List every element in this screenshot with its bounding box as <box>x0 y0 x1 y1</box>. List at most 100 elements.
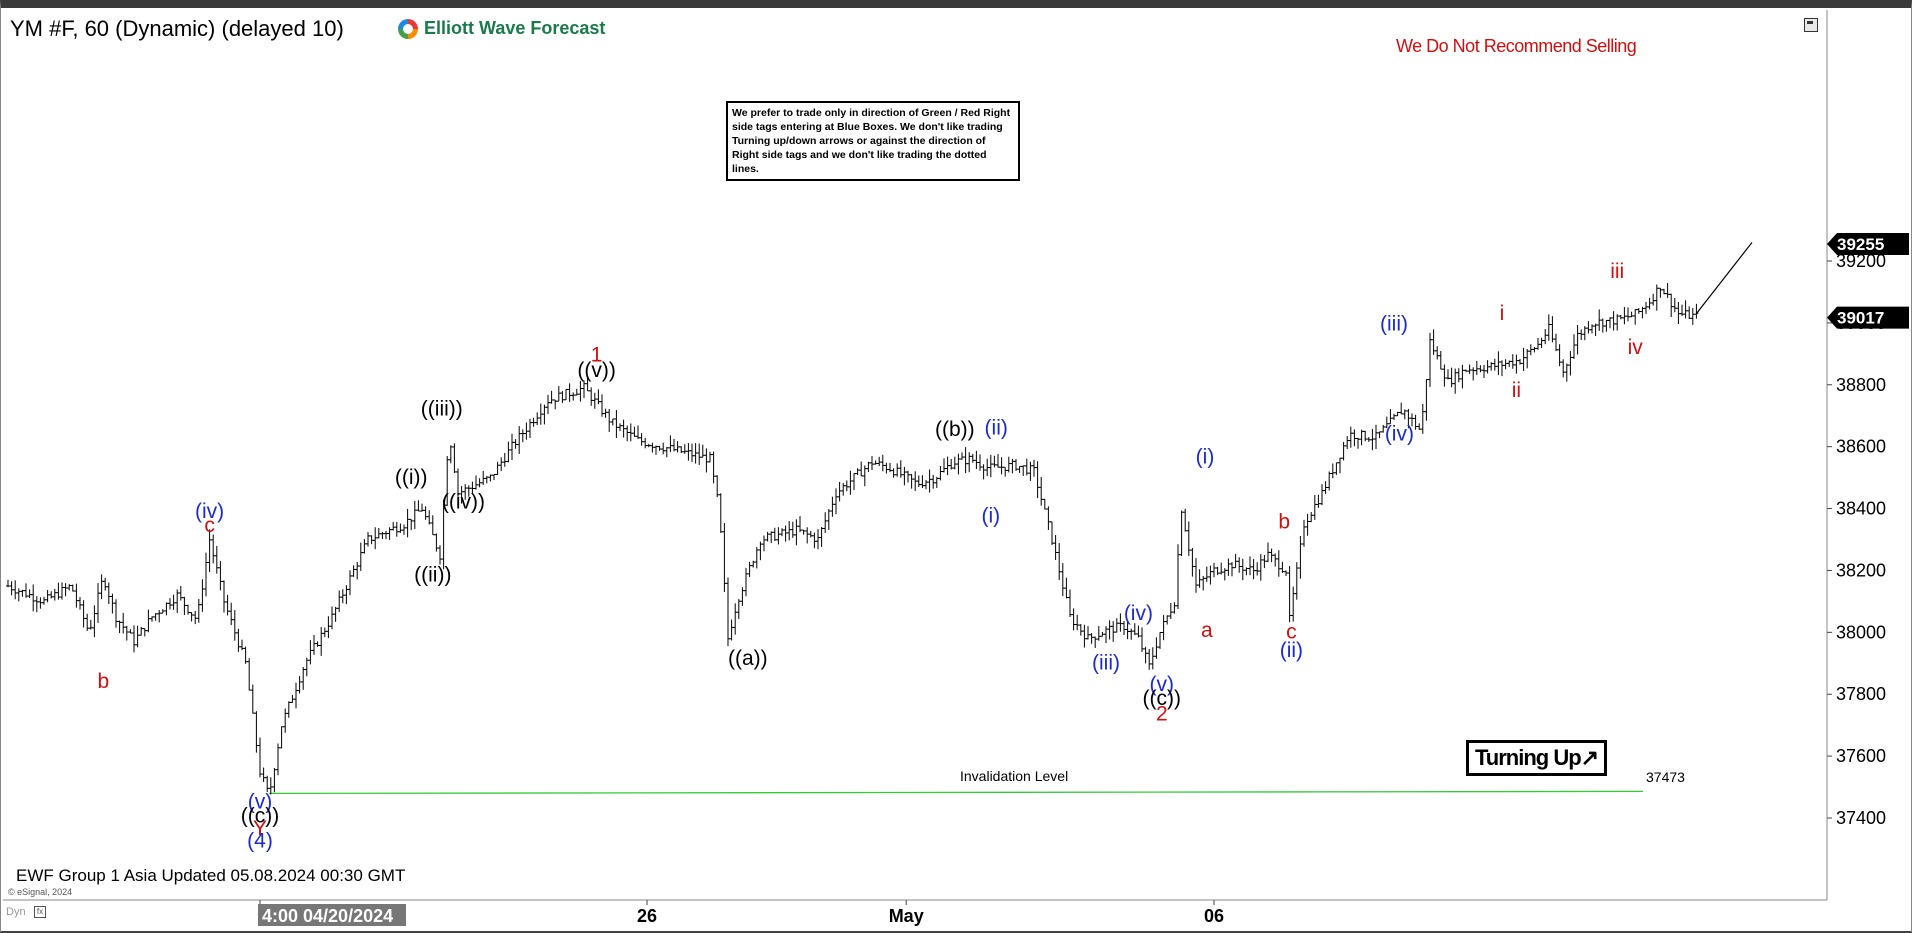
last-high-tag <box>1827 232 1909 255</box>
ohlc-bar <box>844 480 849 492</box>
ohlc-bar <box>549 390 554 404</box>
ohlc-bar <box>661 442 666 455</box>
ohlc-bar <box>657 445 662 451</box>
ohlc-bar <box>1219 562 1224 575</box>
ohlc-bar <box>63 583 68 597</box>
ohlc-bar <box>682 444 687 454</box>
ohlc-bar <box>1298 536 1303 579</box>
ohlc-bar <box>1683 300 1688 319</box>
ohlc-bar <box>1442 364 1447 387</box>
y-tick-label: 37600 <box>1836 746 1886 766</box>
dyn-label[interactable]: Dyn <box>6 906 26 918</box>
ohlc-bar <box>1330 463 1335 479</box>
ohlc-bar <box>1460 364 1465 389</box>
ohlc-bar <box>1503 359 1508 370</box>
ohlc-bar <box>1464 369 1468 372</box>
ohlc-bar <box>1068 589 1072 617</box>
ohlc-bar <box>1132 623 1137 636</box>
ohlc-bar <box>1172 602 1177 614</box>
ohlc-bar <box>142 628 147 637</box>
brand-name: Elliott Wave Forecast <box>424 18 606 38</box>
wave-label: 1 <box>591 344 603 367</box>
ohlc-bar <box>24 583 28 598</box>
ohlc-bar <box>1485 360 1490 374</box>
ohlc-bar <box>178 586 183 601</box>
ohlc-bar <box>1194 558 1198 593</box>
ohlc-bar <box>855 468 860 475</box>
ohlc-bar <box>744 567 748 597</box>
ohlc-bar <box>344 585 349 605</box>
ohlc-bar <box>1647 297 1652 310</box>
ohlc-bar <box>1266 542 1270 563</box>
wave-label: ((iii)) <box>421 398 463 421</box>
ohlc-bar <box>182 596 187 616</box>
ohlc-bar <box>1032 459 1036 477</box>
ohlc-bar <box>1237 557 1242 573</box>
wave-label: Y <box>253 817 267 840</box>
y-tick-label: 38400 <box>1836 499 1886 519</box>
ohlc-bar <box>1424 379 1429 421</box>
ohlc-bar <box>916 475 921 487</box>
ohlc-bar <box>1633 309 1638 325</box>
ohlc-bar <box>1226 558 1231 576</box>
fx-icon[interactable]: fx <box>34 906 46 918</box>
ohlc-bar <box>848 470 853 495</box>
ohlc-bar <box>506 441 511 463</box>
ohlc-bar <box>952 456 957 470</box>
ohlc-bar <box>816 529 820 550</box>
wave-label: c <box>204 514 215 537</box>
window-restore-icon[interactable] <box>1804 18 1818 32</box>
ohlc-bar <box>528 418 532 438</box>
ohlc-bar <box>294 682 298 709</box>
ohlc-bar <box>1550 316 1555 343</box>
ohlc-bar <box>1096 626 1101 641</box>
wave-label: ii <box>1512 379 1521 402</box>
ohlc-bar <box>254 711 259 753</box>
ohlc-bar <box>70 584 75 592</box>
ohlc-bar <box>1690 308 1695 325</box>
ohlc-bar <box>805 527 810 544</box>
ohlc-bar <box>200 579 205 612</box>
wave-label: (v) <box>248 791 273 814</box>
ohlc-bar <box>1687 306 1692 320</box>
ohlc-bar <box>391 521 396 531</box>
ohlc-bar <box>1431 329 1436 355</box>
ohlc-bar <box>837 481 842 502</box>
ohlc-bar <box>117 620 122 634</box>
ohlc-bar <box>492 473 496 481</box>
ohlc-bar <box>898 460 903 478</box>
ohlc-bar <box>45 589 50 603</box>
ohlc-bar <box>1456 368 1461 383</box>
ohlc-bar <box>6 579 10 588</box>
ohlc-bar <box>1435 346 1440 360</box>
wave-label: (iv) <box>1124 602 1153 625</box>
ohlc-bar <box>1366 437 1371 442</box>
ohlc-bar <box>42 596 46 605</box>
ohlc-bar <box>1197 569 1202 588</box>
ohlc-bar <box>1525 348 1530 369</box>
wave-label: (ii) <box>1280 639 1303 662</box>
ohlc-bar <box>1399 402 1404 415</box>
ohlc-bar <box>740 587 745 606</box>
ohlc-bar <box>1276 550 1281 577</box>
ohlc-bar <box>20 589 25 597</box>
ohlc-bar <box>938 465 943 481</box>
invalidation-value: 37473 <box>1646 769 1685 785</box>
ohlc-bar <box>1518 358 1522 365</box>
ohlc-bar <box>769 531 774 544</box>
ohlc-bar <box>128 629 133 634</box>
ohlc-bar <box>1546 314 1551 341</box>
ohlc-bar <box>1312 494 1317 520</box>
ohlc-bar <box>524 422 529 440</box>
ohlc-bar <box>1636 308 1641 314</box>
ohlc-bar <box>448 445 453 464</box>
ohlc-bar <box>1554 333 1558 352</box>
ohlc-bar <box>1590 324 1594 334</box>
ohlc-bar <box>1039 477 1044 506</box>
ohlc-bar <box>1140 627 1144 652</box>
ohlc-bar <box>794 519 799 546</box>
ohlc-bar <box>790 521 795 538</box>
ohlc-bar <box>1042 498 1047 510</box>
ohlc-bar <box>560 391 565 403</box>
ohlc-bar <box>1053 534 1058 561</box>
